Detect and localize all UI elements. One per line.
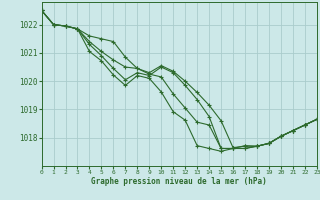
X-axis label: Graphe pression niveau de la mer (hPa): Graphe pression niveau de la mer (hPa) xyxy=(91,177,267,186)
